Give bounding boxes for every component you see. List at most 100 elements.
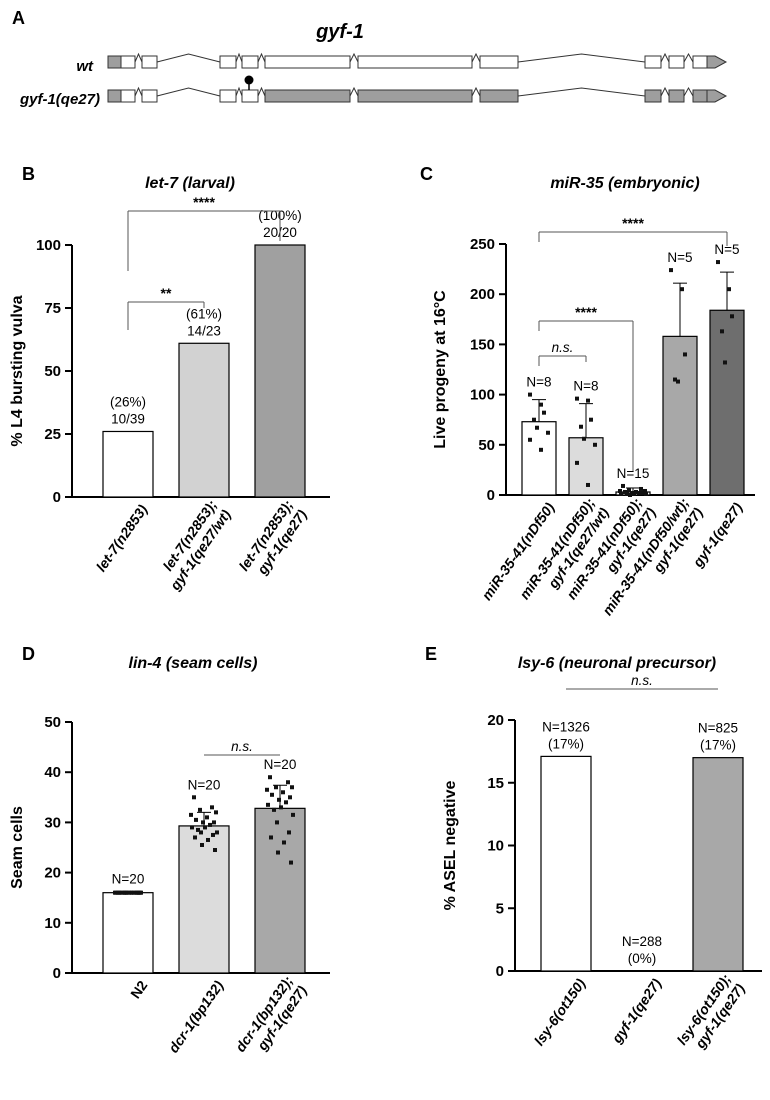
y-tick-label: 10 xyxy=(44,915,61,932)
intron-line-1-4 xyxy=(257,86,266,97)
data-point-0-2 xyxy=(542,410,546,415)
data-point-0-18 xyxy=(124,890,128,895)
category-label-1: gyf-1(qe27) xyxy=(608,975,665,1046)
bar-1 xyxy=(178,825,230,974)
intron-line-1-9 xyxy=(683,86,694,97)
exon-box-1-9 xyxy=(692,89,708,103)
data-point-2-4 xyxy=(265,787,269,792)
y-tick-label: 0 xyxy=(53,965,61,982)
y-tick-label: 50 xyxy=(44,714,61,731)
data-point-0-5 xyxy=(546,430,550,435)
exon-box-1-4 xyxy=(264,89,351,103)
data-point-2-16 xyxy=(269,835,273,840)
data-point-2-5 xyxy=(634,489,638,494)
data-point-2-0 xyxy=(621,483,625,488)
data-point-1-11 xyxy=(203,825,207,830)
data-label-line1-0: (26%) xyxy=(110,394,146,409)
y-tick-label: 150 xyxy=(470,336,495,353)
bar-0 xyxy=(102,430,154,498)
exon-box-1-6 xyxy=(479,89,519,103)
data-point-2-8 xyxy=(277,797,281,802)
intron-line-1-5 xyxy=(349,86,359,97)
track-label-mutant: gyf-1(qe27) xyxy=(19,91,100,108)
category-label-line: gyf-1(qe27) xyxy=(608,975,665,1046)
exon-box-0-8 xyxy=(668,55,685,69)
bar-0 xyxy=(521,421,557,496)
intron-line-1-6 xyxy=(471,86,481,97)
chart-title-e: lsy-6 (neuronal precursor) xyxy=(518,655,716,672)
category-label-line: let-7(n2853) xyxy=(93,501,151,574)
data-label-line1-1: (61%) xyxy=(186,306,222,321)
chart-title-d: lin-4 (seam cells) xyxy=(129,655,258,672)
data-point-2-3 xyxy=(643,488,647,493)
data-point-1-17 xyxy=(206,837,210,842)
data-point-1-3 xyxy=(579,424,583,429)
data-point-1-1 xyxy=(586,398,590,403)
data-point-1-2 xyxy=(198,807,202,812)
data-point-3-4 xyxy=(676,379,680,384)
data-point-2-14 xyxy=(628,493,632,497)
sig-label-0: n.s. xyxy=(631,673,653,688)
intron-line-0-7 xyxy=(517,53,646,63)
category-label-line: dcr-1(bp132) xyxy=(165,977,226,1055)
bar-0 xyxy=(540,755,592,972)
data-point-1-8 xyxy=(201,820,205,825)
n-label-4: N=5 xyxy=(714,242,739,257)
data-point-1-10 xyxy=(190,825,194,830)
data-point-1-13 xyxy=(215,830,219,835)
category-label-0: lsy-6(ot150) xyxy=(531,975,589,1048)
intron-line-1-3 xyxy=(235,86,243,97)
exon-box-0-0 xyxy=(120,55,136,69)
bar-4 xyxy=(709,309,745,496)
data-point-2-18 xyxy=(276,850,280,855)
intron-line-0-4 xyxy=(257,52,266,63)
intron-line-0-9 xyxy=(683,52,694,63)
data-point-4-0 xyxy=(716,260,720,265)
data-point-0-3 xyxy=(532,417,536,422)
y-tick-label: 200 xyxy=(470,286,495,303)
y-tick-label: 250 xyxy=(470,236,495,253)
data-point-0-17 xyxy=(130,890,134,895)
intron-line-0-6 xyxy=(471,52,481,63)
exon-box-0-7 xyxy=(644,55,662,69)
y-tick-label: 40 xyxy=(44,764,61,781)
category-label-0: N2 xyxy=(127,977,150,1001)
exon-box-0-1 xyxy=(141,55,158,69)
intron-line-0-3 xyxy=(235,52,243,63)
data-point-1-6 xyxy=(575,460,579,465)
data-point-2-15 xyxy=(287,830,291,835)
data-point-1-19 xyxy=(213,848,217,853)
chart-panel-e: lsy-6 (neuronal precursor) % ASEL negativ… xyxy=(442,655,762,1052)
data-point-2-14 xyxy=(275,820,279,825)
bar-2 xyxy=(254,244,306,498)
sig-label-0: n.s. xyxy=(231,739,253,754)
data-point-3-0 xyxy=(669,268,673,273)
intron-line-0-1 xyxy=(134,52,143,63)
intron-line-0-2 xyxy=(156,53,221,63)
n-label-1: N=8 xyxy=(573,379,598,394)
exon-box-0-9 xyxy=(692,55,708,69)
data-point-1-1 xyxy=(210,805,214,810)
data-point-2-7 xyxy=(641,490,645,495)
data-point-3-2 xyxy=(683,352,687,357)
y-tick-label: 20 xyxy=(44,865,61,882)
sig-label-1: **** xyxy=(193,194,215,210)
data-point-1-6 xyxy=(194,817,198,822)
data-label-line1-1: N=288 xyxy=(622,934,662,949)
data-point-2-12 xyxy=(625,491,629,496)
data-point-0-4 xyxy=(535,425,539,430)
y-tick-label: 75 xyxy=(44,300,61,317)
utr-3-arrow-1 xyxy=(706,89,728,103)
data-point-0-12 xyxy=(120,890,124,895)
n-label-3: N=5 xyxy=(667,250,692,265)
data-label-line2-1: (0%) xyxy=(628,951,657,966)
data-point-0-0 xyxy=(528,392,532,397)
y-axis-label-b: % L4 bursting vulva xyxy=(9,295,26,446)
data-label-line1-0: N=1326 xyxy=(542,719,590,734)
exon-box-1-5 xyxy=(357,89,473,103)
mutation-marker xyxy=(244,75,254,85)
n-label-0: N=8 xyxy=(526,375,551,390)
utr-5-box-0 xyxy=(107,55,122,69)
data-point-1-5 xyxy=(205,815,209,820)
intron-line-1-2 xyxy=(156,87,221,97)
